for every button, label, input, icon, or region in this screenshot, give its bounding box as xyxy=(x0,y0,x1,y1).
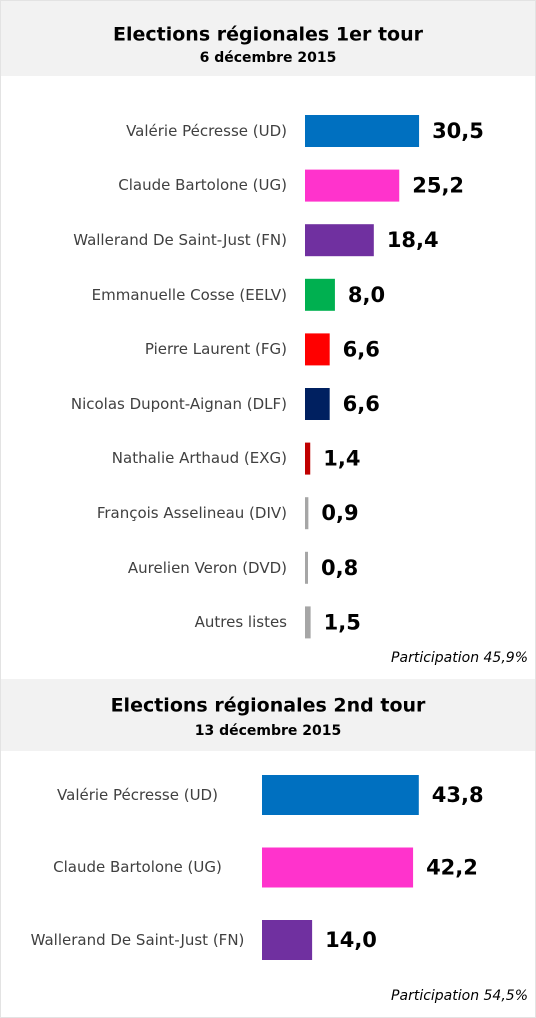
chart-subtitle: 6 décembre 2015 xyxy=(200,50,337,66)
bar xyxy=(262,775,419,815)
category-label-box: Aurelien Veron (DVD) xyxy=(127,558,287,577)
bar xyxy=(262,920,313,960)
chart-title: Elections régionales 1er tour xyxy=(113,24,424,46)
annotation: Participation 54,5% xyxy=(391,988,528,1004)
value-label: 1,5 xyxy=(324,610,361,634)
header-band xyxy=(1,679,535,751)
category-label-box: Wallerand De Saint-Just (FN) xyxy=(30,930,245,949)
category-label: Autres listes xyxy=(194,613,287,632)
bar xyxy=(305,551,308,584)
bar xyxy=(305,606,311,639)
category-label: François Asselineau (DIV) xyxy=(96,504,287,523)
value-label: 14,0 xyxy=(325,928,377,952)
category-label-box: Valérie Pécresse (UD) xyxy=(126,121,287,140)
bar xyxy=(305,388,330,420)
header-band xyxy=(1,1,535,76)
bar xyxy=(305,115,420,147)
bar xyxy=(305,278,335,311)
category-label: Emmanuelle Cosse (EELV) xyxy=(91,285,287,304)
chart-title: Elections régionales 2nd tour xyxy=(111,695,426,717)
category-label: Aurelien Veron (DVD) xyxy=(127,558,287,577)
category-label-box: Nathalie Arthaud (EXG) xyxy=(111,449,287,468)
category-label: Wallerand De Saint-Just (FN) xyxy=(73,231,287,250)
category-label-box: Claude Bartolone (UG) xyxy=(118,176,287,195)
value-label: 42,2 xyxy=(426,856,478,880)
value-label: 0,9 xyxy=(321,501,358,525)
category-label-box: Wallerand De Saint-Just (FN) xyxy=(73,231,287,250)
category-label-box: François Asselineau (DIV) xyxy=(96,504,287,523)
bar xyxy=(305,497,309,530)
category-label-box: Valérie Pécresse (UD) xyxy=(57,785,218,804)
category-label: Nathalie Arthaud (EXG) xyxy=(111,449,287,468)
value-label: 18,4 xyxy=(387,228,439,252)
category-label-box: Autres listes xyxy=(194,613,287,632)
category-label-box: Nicolas Dupont-Aignan (DLF) xyxy=(70,394,287,413)
value-label: 6,6 xyxy=(343,337,380,361)
category-label-box: Pierre Laurent (FG) xyxy=(144,340,287,359)
category-label: Pierre Laurent (FG) xyxy=(144,340,287,359)
value-label: 25,2 xyxy=(412,174,464,198)
value-label: 6,6 xyxy=(343,392,380,416)
category-label-box: Emmanuelle Cosse (EELV) xyxy=(91,285,287,304)
value-label: 1,4 xyxy=(323,447,360,471)
value-label: 8,0 xyxy=(348,283,385,307)
value-label: 0,8 xyxy=(321,556,358,580)
bar xyxy=(305,442,311,475)
bar xyxy=(305,224,374,257)
chart-subtitle: 13 décembre 2015 xyxy=(195,723,342,739)
annotation: Participation 45,9% xyxy=(391,650,528,666)
category-label: Valérie Pécresse (UD) xyxy=(57,785,218,804)
bar xyxy=(305,169,400,202)
bar xyxy=(262,847,414,888)
value-label: 43,8 xyxy=(432,783,484,807)
category-label-box: Claude Bartolone (UG) xyxy=(53,858,222,877)
category-label: Claude Bartolone (UG) xyxy=(53,858,222,877)
category-label: Valérie Pécresse (UD) xyxy=(126,121,287,140)
category-label: Wallerand De Saint-Just (FN) xyxy=(30,930,245,949)
bar xyxy=(305,333,330,366)
value-label: 30,5 xyxy=(432,119,484,143)
category-label: Nicolas Dupont-Aignan (DLF) xyxy=(70,394,287,413)
category-label: Claude Bartolone (UG) xyxy=(118,176,287,195)
